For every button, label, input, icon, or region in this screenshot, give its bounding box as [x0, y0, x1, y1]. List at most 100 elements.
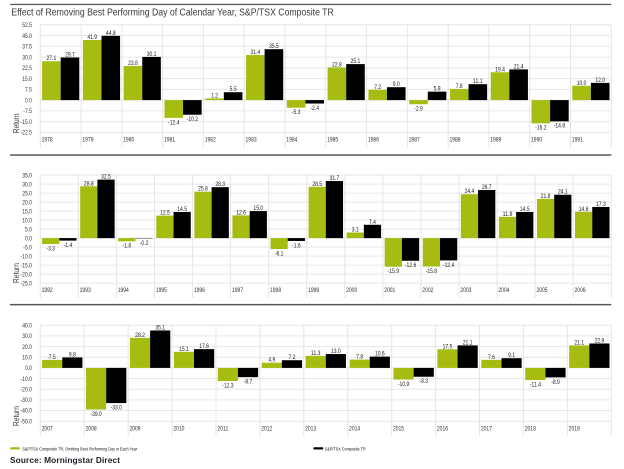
svg-text:13.0: 13.0: [331, 348, 341, 355]
svg-text:2005: 2005: [536, 287, 547, 294]
svg-text:15.0: 15.0: [22, 76, 32, 83]
svg-text:12.5: 12.5: [160, 210, 170, 217]
svg-text:17.5: 17.5: [443, 343, 453, 350]
svg-text:22.5: 22.5: [22, 65, 32, 72]
svg-text:-8.3: -8.3: [419, 378, 428, 385]
svg-text:9.1: 9.1: [508, 352, 515, 359]
svg-text:2015: 2015: [393, 425, 404, 432]
svg-text:21.8: 21.8: [541, 193, 551, 200]
svg-text:1981: 1981: [164, 136, 175, 143]
svg-text:41.9: 41.9: [87, 34, 97, 41]
svg-text:9.0: 9.0: [393, 81, 400, 88]
svg-text:7.2: 7.2: [374, 84, 381, 91]
svg-text:-0.2: -0.2: [140, 240, 149, 247]
svg-text:31.4: 31.4: [250, 49, 260, 56]
svg-text:7.6: 7.6: [488, 354, 495, 361]
svg-text:30.0: 30.0: [22, 54, 32, 61]
svg-text:-22.5: -22.5: [21, 130, 33, 137]
svg-text:25.1: 25.1: [351, 58, 361, 65]
svg-text:1997: 1997: [232, 287, 243, 294]
svg-text:0.0: 0.0: [25, 235, 32, 242]
svg-text:Return: Return: [11, 113, 21, 133]
svg-text:-15.0: -15.0: [21, 119, 33, 126]
svg-text:2017: 2017: [481, 425, 492, 432]
svg-text:52.5: 52.5: [22, 22, 32, 29]
svg-text:10.0: 10.0: [577, 80, 587, 87]
svg-text:2011: 2011: [217, 425, 228, 432]
svg-text:17.6: 17.6: [199, 343, 209, 350]
svg-text:29.7: 29.7: [65, 52, 75, 59]
svg-text:-8.9: -8.9: [551, 379, 560, 386]
svg-text:1996: 1996: [194, 287, 205, 294]
svg-text:5.5: 5.5: [230, 86, 237, 93]
svg-text:10.0: 10.0: [22, 217, 32, 224]
svg-text:-10.9: -10.9: [398, 381, 410, 388]
svg-text:-2.9: -2.9: [414, 106, 423, 113]
svg-text:-6.1: -6.1: [275, 250, 284, 257]
svg-text:2009: 2009: [129, 425, 140, 432]
svg-text:-30.0: -30.0: [21, 397, 33, 404]
svg-text:-11.4: -11.4: [530, 381, 542, 388]
svg-text:S&P/TSX Composite TR: S&P/TSX Composite TR: [325, 447, 366, 453]
svg-text:-15.8: -15.8: [426, 268, 438, 275]
svg-text:-10.0: -10.0: [21, 253, 33, 260]
svg-text:7.4: 7.4: [369, 219, 376, 226]
svg-text:35.5: 35.5: [269, 43, 279, 50]
svg-text:21.1: 21.1: [463, 339, 473, 346]
svg-text:1986: 1986: [368, 136, 379, 143]
svg-text:1989: 1989: [490, 136, 501, 143]
svg-text:1980: 1980: [123, 136, 134, 143]
svg-text:-25.0: -25.0: [21, 280, 33, 287]
svg-text:-1.4: -1.4: [64, 242, 73, 249]
svg-text:30.1: 30.1: [147, 51, 157, 58]
svg-text:1999: 1999: [308, 287, 319, 294]
svg-text:22.9: 22.9: [595, 337, 605, 344]
svg-text:1985: 1985: [327, 136, 338, 143]
svg-text:2018: 2018: [525, 425, 536, 432]
svg-text:3.1: 3.1: [352, 227, 359, 234]
svg-text:28.8: 28.8: [84, 180, 94, 187]
svg-text:23.8: 23.8: [128, 60, 138, 67]
svg-text:-33.0: -33.0: [111, 404, 123, 411]
svg-text:-12.4: -12.4: [168, 119, 180, 126]
svg-text:1983: 1983: [246, 136, 257, 143]
svg-text:5.0: 5.0: [25, 226, 32, 233]
svg-text:19.4: 19.4: [495, 66, 505, 73]
svg-text:22.8: 22.8: [332, 61, 342, 68]
svg-text:-1.8: -1.8: [123, 243, 132, 250]
svg-text:5.9: 5.9: [434, 86, 441, 93]
svg-text:25.0: 25.0: [22, 190, 32, 197]
svg-text:14.6: 14.6: [579, 206, 589, 213]
svg-text:21.4: 21.4: [514, 63, 524, 70]
svg-text:2012: 2012: [261, 425, 272, 432]
svg-text:-8.7: -8.7: [244, 379, 253, 386]
svg-text:2016: 2016: [437, 425, 448, 432]
svg-text:-12.3: -12.3: [222, 382, 234, 389]
svg-text:12.0: 12.0: [595, 77, 605, 84]
svg-text:2002: 2002: [422, 287, 433, 294]
svg-text:7.8: 7.8: [356, 354, 363, 361]
svg-text:26.7: 26.7: [482, 184, 492, 191]
svg-text:24.4: 24.4: [465, 188, 475, 195]
svg-text:1988: 1988: [449, 136, 460, 143]
svg-text:35.0: 35.0: [22, 172, 32, 179]
svg-text:-5.3: -5.3: [292, 109, 301, 116]
svg-text:-7.5: -7.5: [23, 108, 32, 115]
svg-text:2004: 2004: [498, 287, 509, 294]
svg-text:2008: 2008: [86, 425, 97, 432]
svg-text:1990: 1990: [531, 136, 542, 143]
svg-text:2006: 2006: [575, 287, 586, 294]
svg-text:21.1: 21.1: [574, 339, 584, 346]
svg-text:1979: 1979: [82, 136, 93, 143]
svg-text:-20.0: -20.0: [21, 271, 33, 278]
svg-text:12.6: 12.6: [236, 209, 246, 216]
svg-text:-12.4: -12.4: [443, 262, 455, 269]
svg-text:-20.0: -20.0: [21, 386, 33, 393]
svg-text:7.8: 7.8: [456, 83, 463, 90]
svg-text:0.0: 0.0: [25, 97, 32, 104]
svg-text:4.9: 4.9: [268, 357, 275, 364]
svg-text:9.8: 9.8: [69, 351, 76, 358]
svg-text:1993: 1993: [80, 287, 91, 294]
svg-text:11.1: 11.1: [473, 78, 483, 85]
svg-text:-39.0: -39.0: [90, 411, 102, 418]
